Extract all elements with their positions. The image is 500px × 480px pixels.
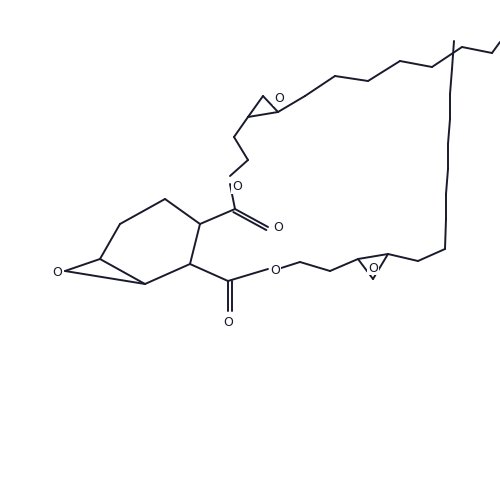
Text: O: O [52,265,62,278]
Text: O: O [270,263,280,276]
Text: O: O [273,221,283,234]
Text: O: O [274,92,284,105]
Text: O: O [223,315,233,328]
Text: O: O [368,261,378,274]
Text: O: O [232,180,242,193]
